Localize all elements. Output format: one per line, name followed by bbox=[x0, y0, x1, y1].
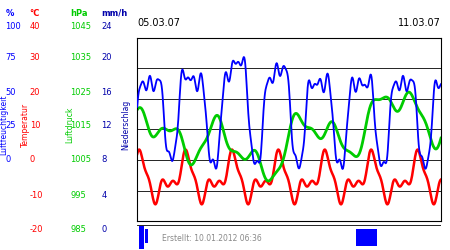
Text: 0: 0 bbox=[5, 156, 11, 164]
Text: 10: 10 bbox=[30, 120, 40, 130]
Text: 0: 0 bbox=[101, 226, 107, 234]
Text: 995: 995 bbox=[70, 190, 86, 200]
Text: °C: °C bbox=[30, 9, 40, 18]
Text: 25: 25 bbox=[5, 120, 16, 130]
Text: 1035: 1035 bbox=[70, 53, 91, 62]
Text: -20: -20 bbox=[30, 226, 43, 234]
Bar bbox=[356, 229, 377, 246]
Text: 1045: 1045 bbox=[70, 22, 91, 31]
Text: Erstellt: 10.01.2012 06:36: Erstellt: 10.01.2012 06:36 bbox=[162, 234, 261, 243]
Text: Luftdruck: Luftdruck bbox=[66, 107, 75, 143]
Text: 1015: 1015 bbox=[70, 120, 91, 130]
Text: 40: 40 bbox=[30, 22, 40, 31]
Text: 12: 12 bbox=[101, 120, 112, 130]
Text: hPa: hPa bbox=[70, 9, 88, 18]
Text: Niederschlag: Niederschlag bbox=[121, 100, 130, 150]
Text: Temperatur: Temperatur bbox=[21, 103, 30, 147]
Text: 05.03.07: 05.03.07 bbox=[137, 18, 180, 28]
Text: 11.03.07: 11.03.07 bbox=[398, 18, 441, 28]
Text: 1025: 1025 bbox=[70, 88, 91, 97]
Bar bbox=[139, 226, 144, 249]
Text: 16: 16 bbox=[101, 88, 112, 97]
Text: 1005: 1005 bbox=[70, 156, 91, 164]
Text: 20: 20 bbox=[101, 53, 112, 62]
Text: 50: 50 bbox=[5, 88, 16, 97]
Text: 24: 24 bbox=[101, 22, 112, 31]
Text: Luftfeuchtigkeit: Luftfeuchtigkeit bbox=[0, 95, 9, 155]
Text: mm/h: mm/h bbox=[101, 9, 127, 18]
Text: 4: 4 bbox=[101, 190, 107, 200]
Text: 20: 20 bbox=[30, 88, 40, 97]
Text: 8: 8 bbox=[101, 156, 107, 164]
Text: 0: 0 bbox=[30, 156, 35, 164]
Text: 75: 75 bbox=[5, 53, 16, 62]
Text: 985: 985 bbox=[70, 226, 86, 234]
Bar bbox=[145, 229, 148, 242]
Text: 100: 100 bbox=[5, 22, 21, 31]
Text: %: % bbox=[5, 9, 14, 18]
Text: 30: 30 bbox=[30, 53, 40, 62]
Text: -10: -10 bbox=[30, 190, 43, 200]
